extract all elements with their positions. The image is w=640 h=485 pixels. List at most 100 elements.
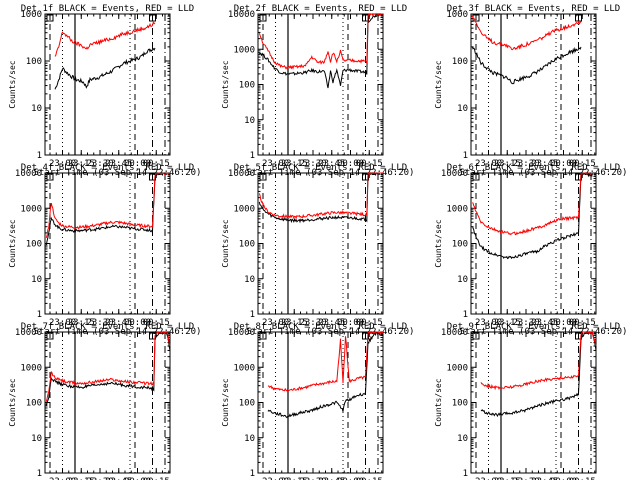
detector-panel: Det 6f BLACK = Events, RED = LLD 1 10 100 10… [434, 163, 627, 337]
x-tick-label: 23:00 [475, 159, 502, 169]
x-tick-label: 00:15 [569, 318, 596, 328]
x-tick-label: 23:15 [494, 318, 521, 328]
x-tick-label: 23:15 [68, 159, 95, 169]
events-series-line [45, 172, 171, 245]
panel-title: Det 3f BLACK = Events, RED = LLD [447, 4, 620, 14]
y-tick-label: 1 [37, 151, 42, 161]
x-tick-label: 00:15 [356, 159, 383, 169]
y-axis-label: Counts/sec [434, 378, 443, 426]
y-tick-label: 10000 [228, 328, 255, 338]
x-tick-label: 23:30 [512, 318, 539, 328]
marker-square [149, 332, 156, 340]
y-tick-label: 100 [26, 57, 42, 67]
x-tick-label: 00:00 [337, 159, 364, 169]
events-series-line [267, 331, 384, 419]
panel-title: Det 1f BLACK = Events, RED = LLD [21, 4, 194, 14]
detector-panel: Det 4f BLACK = Events, RED = LLD 1 10 100 10… [8, 163, 201, 337]
marker-square [362, 332, 369, 340]
plot-frame [257, 331, 384, 474]
events-series-line [471, 46, 582, 85]
y-axis-label: Counts/sec [8, 378, 17, 426]
plot-frame [257, 172, 384, 315]
x-tick-label: 23:15 [281, 318, 308, 328]
plot-frame [470, 331, 597, 474]
events-series-line [472, 172, 593, 260]
events-series-line [54, 47, 156, 90]
y-tick-label: 100 [452, 240, 468, 250]
y-tick-label: 10 [457, 275, 468, 285]
lld-series-line [45, 331, 171, 402]
y-tick-label: 10 [244, 434, 255, 444]
y-tick-label: 100 [26, 240, 42, 250]
detector-panel: Det 8f BLACK = Events, RED = LLD 1 10 100 10… [221, 322, 407, 485]
panel-title: Det 9f BLACK = Events, RED = LLD [447, 322, 620, 332]
plot-frame [470, 172, 597, 315]
x-tick-label: 00:00 [124, 159, 151, 169]
panel-title: Det 7f BLACK = Events, RED = LLD [21, 322, 194, 332]
marker-square [575, 173, 582, 181]
x-tick-label: 23:45 [531, 318, 558, 328]
plot-frame [44, 331, 171, 474]
y-tick-label: 10 [457, 104, 468, 114]
y-tick-label: 1000 [446, 204, 468, 214]
y-tick-label: 10 [31, 434, 42, 444]
marker-square [149, 14, 156, 22]
x-tick-label: 00:15 [143, 318, 170, 328]
y-tick-label: 100 [239, 399, 255, 409]
x-tick-label: 23:45 [318, 318, 345, 328]
panel-title: Det 2f BLACK = Events, RED = LLD [234, 4, 407, 14]
y-axis-label: Counts/sec [434, 60, 443, 108]
y-axis-label: Counts/sec [221, 60, 230, 108]
y-tick-label: 1000 [233, 45, 255, 55]
y-tick-label: 1 [250, 469, 255, 479]
detector-panel: Det 3f BLACK = Events, RED = LLD 1 10 100 10… [434, 4, 627, 178]
marker-square [575, 332, 582, 340]
y-tick-label: 1 [463, 310, 468, 320]
y-tick-label: 10000 [441, 328, 468, 338]
panel-title: Det 4f BLACK = Events, RED = LLD [21, 163, 194, 173]
x-tick-label: 23:00 [475, 318, 502, 328]
plot-frame [470, 13, 597, 156]
y-tick-label: 100 [452, 57, 468, 67]
y-tick-label: 1000 [20, 363, 42, 373]
y-tick-label: 1 [37, 469, 42, 479]
x-tick-label: 00:00 [124, 318, 151, 328]
x-tick-label: 23:15 [281, 159, 308, 169]
lld-series-line [45, 172, 170, 239]
y-tick-label: 100 [239, 81, 255, 91]
marker-square [259, 173, 267, 181]
events-series-line [45, 331, 171, 406]
y-tick-label: 100 [239, 240, 255, 250]
panel-title: Det 6f BLACK = Events, RED = LLD [447, 163, 620, 173]
y-axis-label: Counts/sec [8, 219, 17, 267]
y-tick-label: 10000 [15, 169, 42, 179]
marker-square [362, 173, 369, 181]
marker-square [259, 14, 267, 22]
y-tick-label: 1000 [20, 204, 42, 214]
y-axis-label: Counts/sec [434, 219, 443, 267]
x-tick-label: 23:30 [86, 159, 113, 169]
y-tick-label: 1000 [20, 10, 42, 20]
y-tick-label: 10 [31, 104, 42, 114]
detector-panel: Det 7f BLACK = Events, RED = LLD 1 10 100 10… [8, 322, 194, 485]
y-tick-label: 10000 [15, 328, 42, 338]
y-tick-label: 100 [452, 399, 468, 409]
x-tick-label: 00:00 [550, 318, 577, 328]
lld-series-line [54, 21, 156, 57]
y-axis-label: Counts/sec [221, 219, 230, 267]
x-tick-label: 23:45 [318, 159, 345, 169]
events-series-line [258, 13, 384, 89]
lld-series-line [471, 15, 582, 51]
x-tick-label: 23:00 [49, 318, 76, 328]
marker-square [259, 332, 267, 340]
x-tick-label: 23:30 [512, 159, 539, 169]
x-tick-label: 00:15 [356, 318, 383, 328]
x-tick-label: 23:00 [262, 318, 289, 328]
lld-series-line [480, 330, 597, 391]
y-tick-label: 1 [463, 469, 468, 479]
detector-panel: Det 1f BLACK = Events, RED = LLD 1 10 100 10… [8, 4, 201, 178]
y-tick-label: 1 [250, 151, 255, 161]
plot-frame [44, 13, 171, 156]
